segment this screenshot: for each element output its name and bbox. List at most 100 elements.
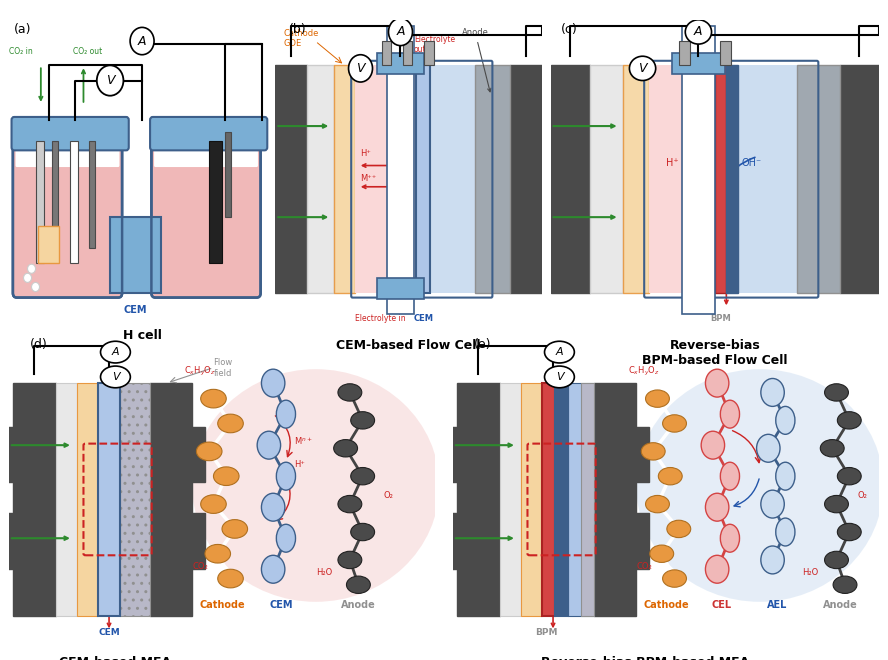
Text: Cathode: Cathode [643, 601, 689, 610]
Circle shape [130, 27, 155, 55]
Circle shape [196, 442, 222, 461]
Bar [678, 41, 690, 65]
Text: Reverse-bias
BPM-based Flow Cell: Reverse-bias BPM-based Flow Cell [642, 339, 788, 366]
Bar [70, 141, 78, 263]
Bar [590, 426, 649, 482]
Bar [89, 141, 95, 248]
Bar [682, 26, 715, 314]
Text: BPM: BPM [535, 628, 558, 637]
Bar [510, 65, 542, 293]
Bar [275, 65, 307, 293]
Text: (c): (c) [560, 23, 577, 36]
Bar [416, 65, 430, 293]
FancyBboxPatch shape [15, 135, 119, 167]
Text: H⁺: H⁺ [666, 158, 678, 168]
Ellipse shape [705, 493, 729, 521]
Circle shape [97, 65, 123, 96]
Circle shape [667, 520, 691, 538]
Text: CEM: CEM [413, 314, 433, 323]
Text: CEM: CEM [123, 305, 147, 315]
Ellipse shape [192, 369, 440, 602]
Text: CEM: CEM [99, 628, 120, 637]
FancyBboxPatch shape [155, 135, 258, 167]
Bar [270, 111, 313, 156]
Bar [38, 226, 59, 263]
Circle shape [28, 264, 36, 273]
Text: H cell: H cell [123, 329, 162, 343]
Bar [403, 41, 412, 65]
Ellipse shape [261, 555, 285, 583]
Bar [4, 513, 64, 569]
Text: V: V [106, 74, 115, 87]
Text: CO₂: CO₂ [192, 562, 208, 572]
Text: (e): (e) [474, 338, 492, 351]
Circle shape [205, 544, 231, 563]
Circle shape [837, 412, 861, 429]
Bar [840, 65, 879, 293]
Text: CO₂ in: CO₂ in [9, 48, 33, 56]
Ellipse shape [776, 407, 795, 434]
Circle shape [825, 496, 848, 513]
Text: Reverse-bias BPM-based MEA: Reverse-bias BPM-based MEA [541, 656, 749, 660]
Bar [225, 132, 231, 217]
Bar [833, 111, 885, 156]
Text: M⁺⁺: M⁺⁺ [361, 174, 377, 183]
Bar [307, 65, 334, 293]
Text: Anode: Anode [341, 601, 376, 610]
Circle shape [630, 56, 655, 81]
Bar [504, 111, 547, 156]
Text: (b): (b) [289, 23, 306, 36]
Bar [555, 383, 568, 616]
Text: Anode: Anode [462, 28, 491, 92]
Circle shape [544, 341, 575, 363]
Bar [387, 26, 414, 314]
Text: A: A [112, 347, 119, 357]
Ellipse shape [761, 378, 784, 407]
Bar [146, 513, 205, 569]
Text: A: A [694, 26, 702, 38]
Ellipse shape [636, 369, 884, 602]
Circle shape [351, 467, 375, 485]
Bar [99, 383, 120, 616]
Bar [715, 65, 726, 293]
Bar [422, 65, 475, 293]
Circle shape [658, 467, 682, 485]
Text: OH⁻: OH⁻ [741, 158, 761, 168]
Circle shape [201, 389, 226, 408]
Circle shape [348, 55, 372, 82]
Bar [424, 41, 433, 65]
Bar [56, 383, 77, 616]
Bar [448, 426, 508, 482]
Bar [146, 426, 205, 482]
Ellipse shape [702, 431, 725, 459]
Text: O₂: O₂ [384, 491, 394, 500]
Text: CO₂: CO₂ [636, 562, 652, 572]
Circle shape [662, 570, 686, 587]
Ellipse shape [776, 462, 795, 490]
Text: A: A [396, 26, 405, 38]
Circle shape [821, 440, 844, 457]
Ellipse shape [761, 546, 784, 574]
Circle shape [338, 551, 361, 569]
Text: M$^{n+}$: M$^{n+}$ [295, 436, 313, 447]
Circle shape [218, 414, 243, 433]
Text: Electrolyte
out: Electrolyte out [414, 35, 455, 54]
Ellipse shape [720, 524, 740, 552]
Text: OH⁻: OH⁻ [760, 447, 777, 457]
Bar [77, 383, 99, 616]
Ellipse shape [276, 462, 296, 490]
Bar [36, 141, 44, 263]
Circle shape [218, 569, 243, 588]
Text: H⁺: H⁺ [295, 460, 305, 469]
Bar [209, 141, 222, 263]
Circle shape [825, 551, 848, 569]
Bar [500, 383, 521, 616]
Text: Electrolyte in: Electrolyte in [355, 314, 406, 323]
Circle shape [837, 467, 861, 485]
Circle shape [686, 20, 711, 44]
Circle shape [825, 383, 848, 401]
Bar [377, 278, 424, 299]
Ellipse shape [720, 462, 740, 490]
Text: CEL: CEL [711, 601, 732, 610]
Bar [377, 53, 424, 75]
